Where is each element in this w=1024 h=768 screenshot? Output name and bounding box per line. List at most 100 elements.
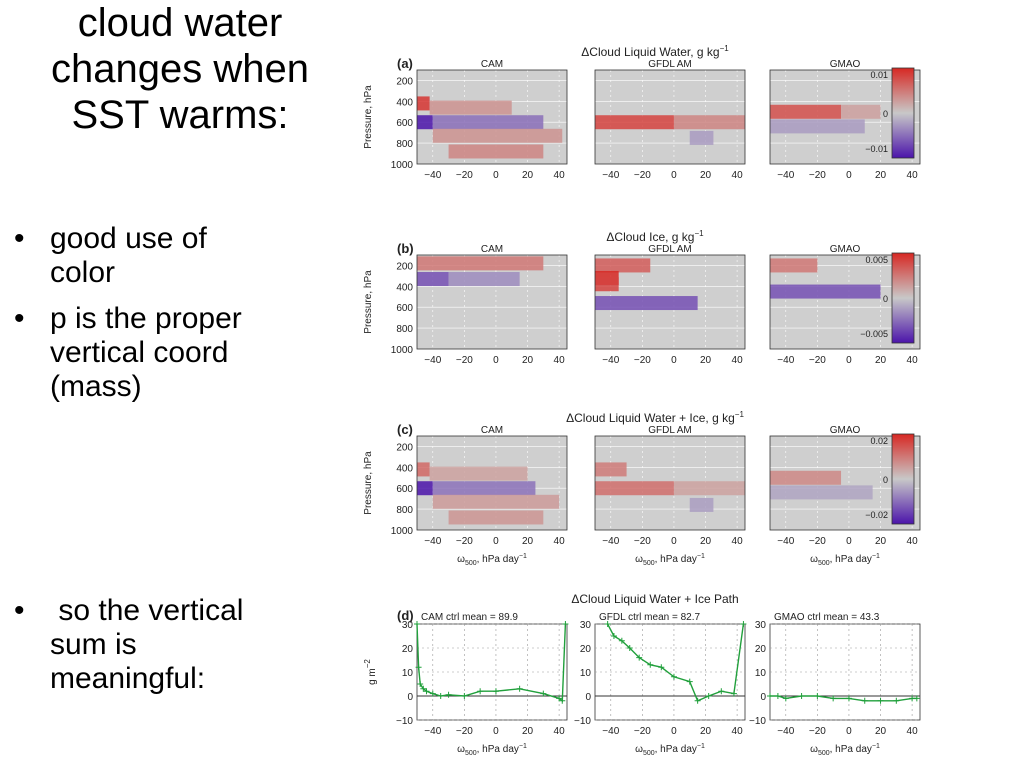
x-tick-label: 40: [907, 726, 919, 737]
x-tick-label: 20: [875, 170, 887, 181]
x-tick-label: 40: [732, 536, 744, 547]
data-point: [417, 681, 424, 687]
heatmap-cell: [689, 130, 714, 145]
data-point: [437, 693, 444, 699]
y-tick-label: 800: [396, 139, 413, 150]
title-line: SST warms:: [71, 93, 289, 137]
data-point: [718, 688, 725, 695]
x-tick-label: −20: [809, 726, 826, 737]
x-tick-label: 20: [522, 170, 534, 181]
y-tick-label: 20: [580, 644, 592, 655]
data-point: [429, 690, 436, 697]
data-point: [877, 697, 884, 704]
bullet-text: so the vertical: [50, 594, 244, 627]
y-axis-label: Pressure, hPa: [363, 451, 374, 515]
x-tick-label: 40: [554, 170, 566, 181]
panel-frame: [594, 69, 746, 165]
x-tick-label: 40: [732, 170, 744, 181]
bullet-text: good use of: [50, 222, 207, 255]
data-point: [423, 688, 430, 695]
bullet-dot: •: [14, 302, 25, 335]
x-tick-label: 0: [493, 536, 499, 547]
colorbar-tick-label: 0: [883, 109, 888, 119]
colorbar: [891, 252, 915, 344]
heatmap-cell: [595, 462, 627, 477]
x-tick-label: −20: [634, 170, 651, 181]
data-point: [604, 621, 611, 627]
x-tick-label: −40: [602, 726, 619, 737]
y-tick-label: 800: [396, 324, 413, 335]
heatmap-cell: [770, 470, 842, 485]
panel-letter: (c): [397, 422, 413, 437]
y-tick-label: 200: [396, 76, 413, 87]
data-point: [414, 621, 420, 627]
slide-title: cloud water changes when SST warms:: [10, 0, 350, 138]
x-tick-label: 0: [493, 355, 499, 366]
heatmap-cell: [770, 119, 865, 134]
x-tick-label: 40: [732, 726, 744, 737]
heatmap-cell: [673, 481, 745, 496]
x-tick-label: −40: [424, 536, 441, 547]
y-axis-label: g m−2: [363, 659, 378, 685]
heatmap-cell: [429, 466, 528, 481]
data-point: [705, 693, 712, 699]
data-point: [562, 621, 569, 627]
data-point: [420, 685, 427, 692]
heatmap-cell: [417, 256, 544, 271]
x-tick-label: 20: [522, 355, 534, 366]
series-line: [606, 623, 745, 702]
x-axis-label: ω500, hPa day−1: [635, 553, 705, 567]
x-tick-label: −20: [456, 170, 473, 181]
heatmap-cell: [595, 481, 674, 496]
panel-frame: [769, 254, 921, 350]
panel-annotation: CAM ctrl mean = 89.9: [421, 612, 518, 623]
heatmap-cell: [448, 144, 544, 159]
x-axis-label: ω500, hPa day−1: [457, 553, 527, 567]
heatmap-cell: [417, 115, 433, 130]
x-tick-label: −40: [602, 355, 619, 366]
model-label: CAM: [481, 425, 503, 436]
x-tick-label: 0: [671, 726, 677, 737]
data-point: [636, 654, 643, 661]
bullet-item: • so the vertical sum is meaningful:: [14, 594, 380, 696]
x-tick-label: 40: [732, 355, 744, 366]
x-axis-label: ω500, hPa day−1: [810, 743, 880, 757]
model-label: CAM: [481, 244, 503, 255]
x-tick-label: −40: [777, 726, 794, 737]
y-tick-label: 400: [396, 282, 413, 293]
x-tick-label: 0: [671, 170, 677, 181]
bullet-dot: •: [14, 594, 25, 627]
panel-letter: (d): [397, 608, 414, 623]
bullet-text: (mass): [50, 370, 142, 403]
y-tick-label: 10: [580, 668, 592, 679]
x-tick-label: 20: [700, 536, 712, 547]
model-label: GFDL AM: [648, 59, 692, 70]
x-tick-label: 20: [522, 726, 534, 737]
y-tick-label: −10: [574, 716, 591, 727]
y-axis-label: Pressure, hPa: [363, 270, 374, 334]
panel-frame: [769, 69, 921, 165]
x-tick-label: −20: [456, 726, 473, 737]
colorbar-tick-label: 0: [883, 294, 888, 304]
x-tick-label: −40: [602, 170, 619, 181]
heatmap-cell: [770, 258, 818, 273]
x-tick-label: 20: [700, 170, 712, 181]
bullet-text: color: [50, 256, 116, 289]
colorbar-tick-label: 0.005: [865, 255, 888, 265]
data-point: [913, 695, 920, 702]
colorbar: [891, 433, 915, 525]
heatmap-cell: [448, 510, 544, 525]
y-tick-label: 0: [760, 692, 766, 703]
data-point: [540, 690, 547, 697]
y-tick-label: 30: [580, 620, 592, 631]
x-tick-label: 0: [493, 726, 499, 737]
y-tick-label: 400: [396, 463, 413, 474]
title-line: changes when: [51, 47, 309, 91]
y-tick-label: −10: [396, 716, 413, 727]
y-tick-label: 30: [755, 620, 767, 631]
x-tick-label: 0: [493, 170, 499, 181]
panel-frame: [594, 254, 746, 350]
y-axis-label: Pressure, hPa: [363, 85, 374, 149]
bullet-dot: •: [14, 222, 25, 255]
x-tick-label: −20: [634, 726, 651, 737]
